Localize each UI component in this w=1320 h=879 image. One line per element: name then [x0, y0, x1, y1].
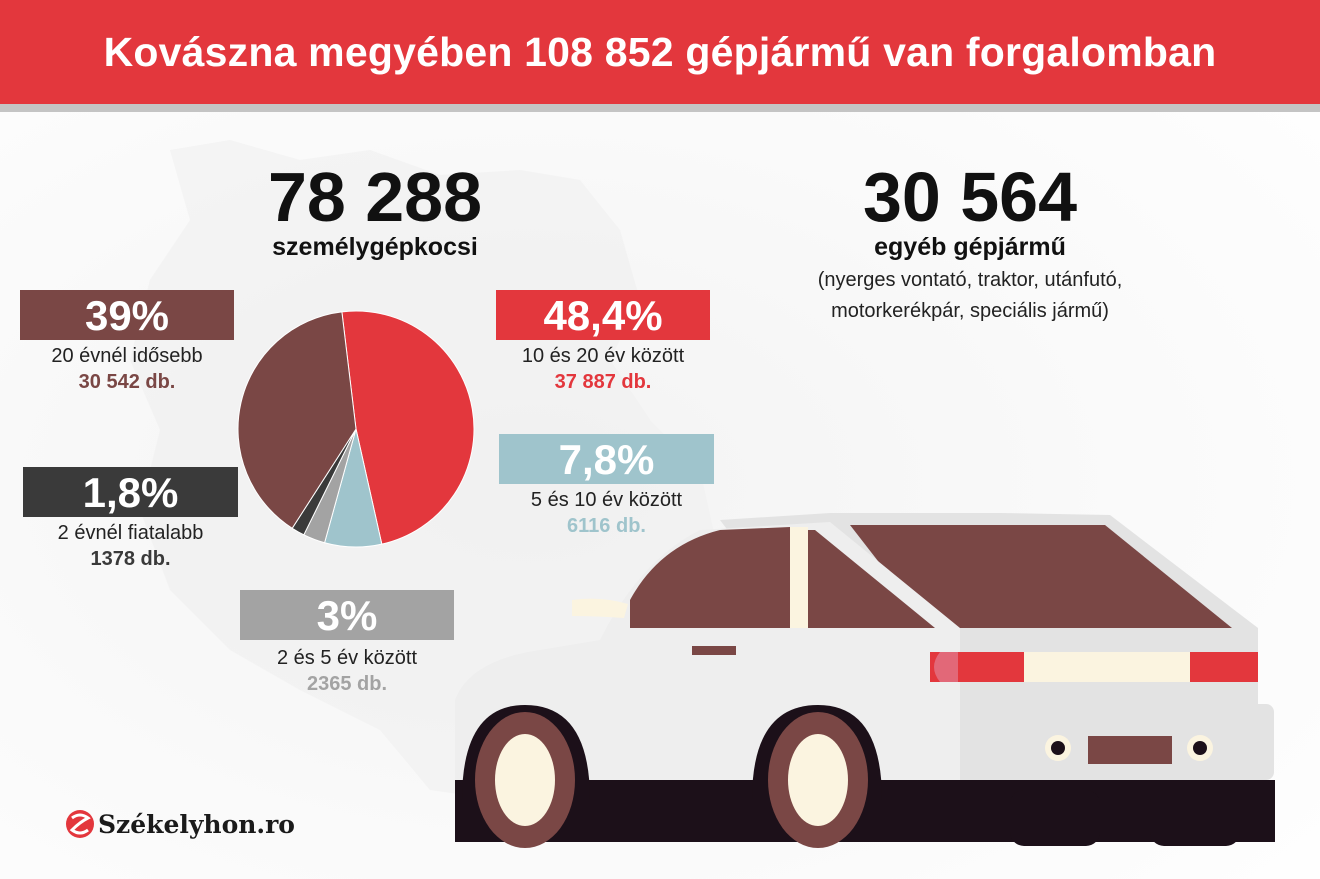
- slice-label-5-10-percent: 7,8%: [499, 434, 714, 484]
- banner-shadow: [0, 104, 1320, 112]
- slice-label-over-20-text: 20 évnél idősebb: [51, 345, 203, 367]
- slice-label-under-2-text: 2 évnél fiatalabb: [57, 522, 204, 544]
- slice-label-over-20-count: 30 542 db.: [78, 371, 176, 393]
- passenger-car-label: személygépkocsi: [272, 233, 478, 261]
- slice-label-10-20-text: 10 és 20 év között: [521, 345, 685, 367]
- slice-label-10-20-percent: 48,4%: [496, 290, 710, 340]
- page-title: Kovászna megyében 108 852 gépjármű van f…: [103, 29, 1217, 75]
- title-banner: [0, 0, 1320, 104]
- slice-label-2-5-count: 2365 db.: [306, 673, 388, 695]
- slice-label-under-2-percent: 1,8%: [23, 467, 238, 517]
- other-vehicle-count: 30 564: [862, 158, 1078, 236]
- slice-label-5-10-count: 6116 db.: [567, 515, 646, 537]
- slice-label-2-5-text: 2 és 5 év között: [276, 647, 418, 669]
- passenger-car-count: 78 288: [267, 158, 483, 236]
- slice-label-5-10-text: 5 és 10 év között: [530, 489, 683, 511]
- slice-label-over-20-percent: 39%: [20, 290, 234, 340]
- pie-slice-10-20: [341, 310, 475, 545]
- other-vehicle-note-line1: (nyerges vontató, traktor, utánfutó,: [817, 269, 1123, 291]
- logo-text: Székelyhon.ro: [98, 810, 295, 839]
- slice-label-10-20-count: 37 887 db.: [554, 371, 652, 393]
- other-vehicle-label: egyéb gépjármű: [874, 233, 1066, 261]
- pie-slice-over-20: [237, 311, 357, 529]
- other-vehicle-note-line2: motorkerékpár, speciális jármű): [831, 300, 1109, 322]
- slice-label-under-2-count: 1378 db.: [90, 548, 171, 570]
- slice-label-2-5-percent: 3%: [240, 590, 454, 640]
